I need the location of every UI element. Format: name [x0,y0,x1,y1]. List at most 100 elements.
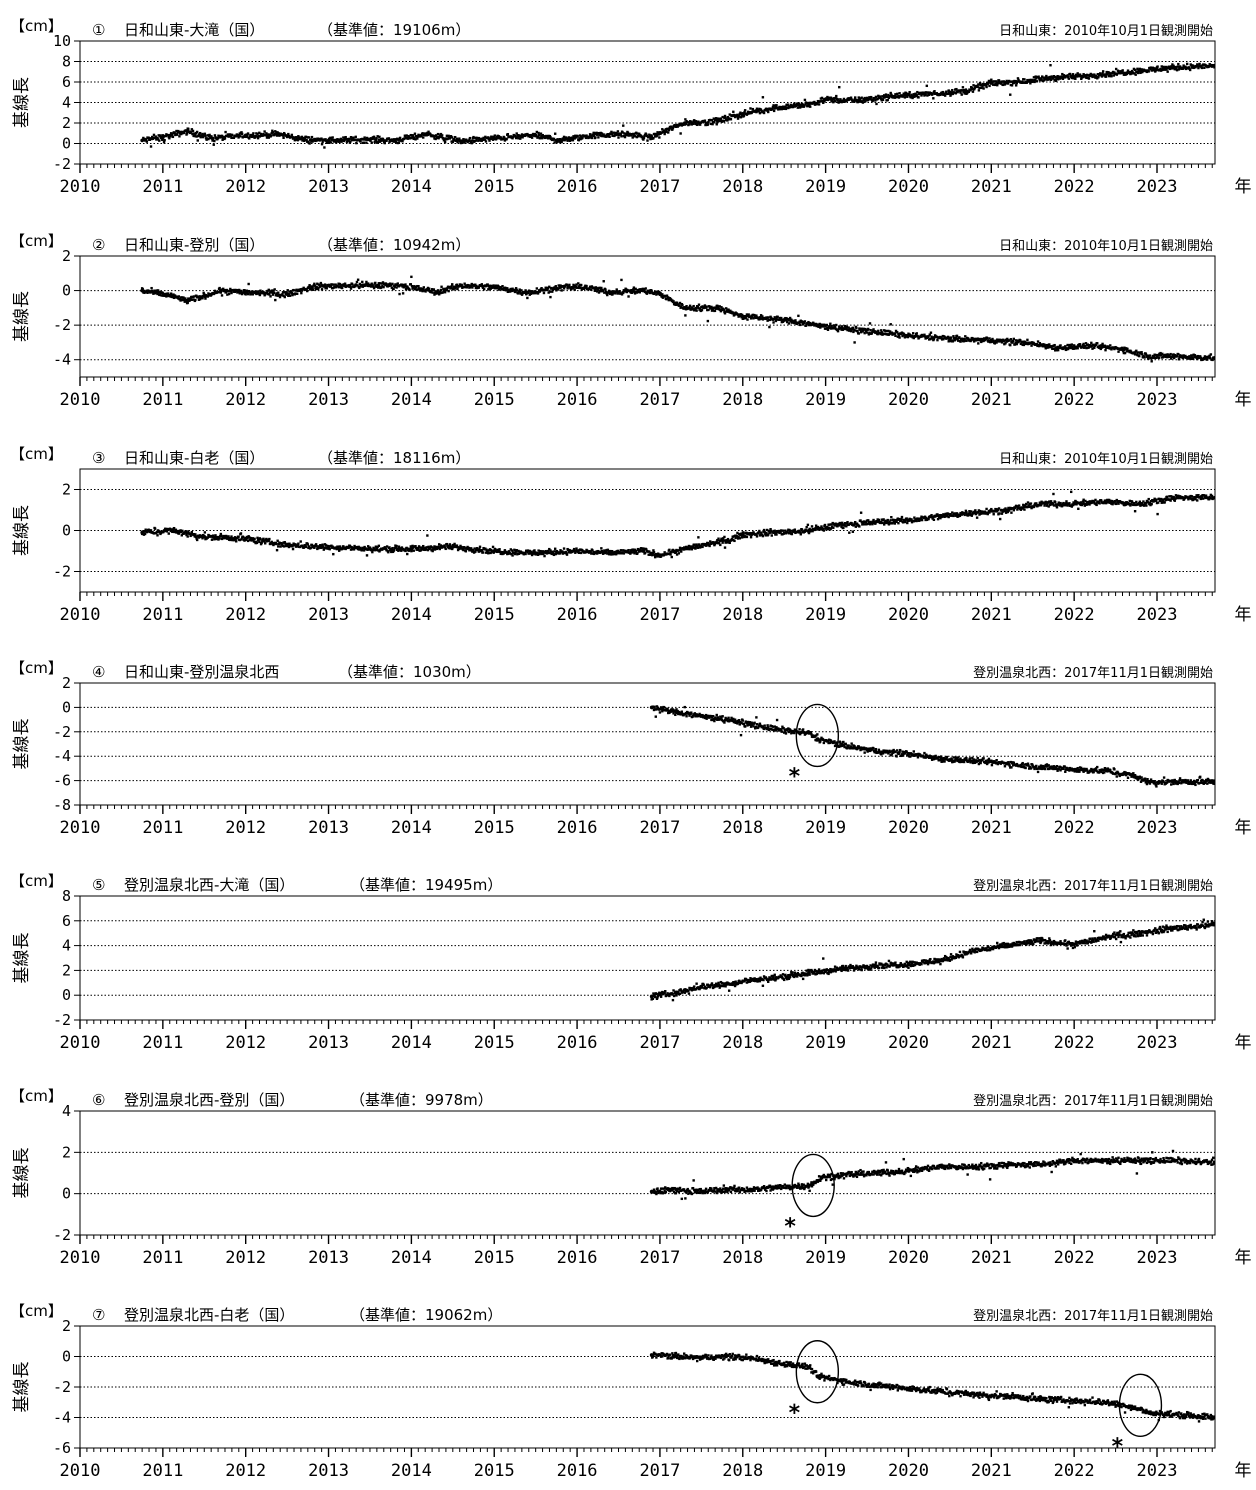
data-dot [711,308,714,312]
data-dot [440,135,443,139]
data-dot [380,139,383,142]
observation-start-note: 日和山東：2010年10月1日観測開始 [999,238,1213,254]
data-point [243,290,248,295]
data-dot [1166,70,1169,73]
data-dot [416,546,420,550]
data-dot [636,132,639,135]
data-dot [987,81,990,84]
data-dot [661,128,664,131]
data-dot [881,98,885,102]
data-point [948,337,952,341]
data-dot [206,295,210,298]
data-dot [711,122,714,126]
data-dot [1119,348,1123,351]
data-dot [463,282,466,285]
data-dot [1086,74,1089,77]
data-dot [369,283,372,287]
observation-start-note: 日和山東：2010年10月1日観測開始 [999,451,1213,467]
data-dot [861,101,865,104]
data-dot [915,93,918,97]
data-dot [259,538,262,541]
data-dot [546,288,549,292]
data-dot [1190,66,1194,69]
data-dot [835,323,838,327]
data-dot [425,546,428,549]
data-dot [916,90,919,94]
data-dot [394,140,398,144]
data-dot [798,323,802,327]
data-dot [372,285,375,288]
data-dot [1022,343,1026,347]
data-dot [985,336,989,340]
data-dot [194,298,197,302]
data-dot [339,137,343,141]
data-dot [864,100,867,103]
data-dot [323,285,326,288]
data-dot [506,287,509,290]
data-dot [281,293,284,296]
data-dot [807,320,810,324]
data-dot [267,288,270,292]
data-dot [526,550,529,554]
data-dot [219,291,223,294]
data-dot [227,135,231,138]
data-dot [246,536,249,540]
data-dot [1175,355,1179,358]
data-dot [152,133,156,137]
data-dot [857,96,860,99]
data-dot [401,140,404,143]
data-dot [375,547,379,550]
data-dot [417,285,420,288]
data-dot [374,281,377,285]
data-dot [1098,72,1102,75]
data-dot [513,552,517,556]
data-dot [189,297,192,300]
data-point [774,105,778,110]
data-dot [156,138,160,141]
data-dot [1126,347,1129,351]
data-dot [467,546,470,550]
data-dot [607,289,611,293]
data-dot [611,293,614,296]
data-dot [600,286,603,290]
data-dot [550,286,553,290]
data-dot [156,292,159,296]
data-dot [201,135,205,139]
data-dot [766,109,769,112]
data-dot [202,291,205,295]
data-dot [540,552,543,556]
data-dot [182,296,185,299]
data-dot [255,292,259,295]
data-dot [548,547,551,551]
data-dot [1141,353,1144,356]
data-dot [455,283,459,286]
data-dot [240,131,243,134]
data-dot [851,326,855,330]
data-dot [239,532,243,535]
data-dot [409,283,412,286]
data-dot [275,134,279,137]
data-dot [350,545,353,549]
data-dot [354,135,357,139]
data-dot [845,325,849,329]
data-dot [435,134,438,137]
data-dot [1072,347,1075,350]
data-dot [237,535,240,538]
data-dot [521,136,524,139]
data-dot [663,132,666,136]
data-dot [713,309,717,312]
data-dot [1061,77,1065,81]
data-dot [910,93,913,97]
x-tick-label: 2016 [557,177,598,197]
data-dot [427,130,430,133]
data-dot [510,549,514,552]
data-dot [189,534,192,538]
data-dot [662,129,666,132]
data-dot [456,546,459,549]
x-tick-label: 2023 [1137,177,1178,197]
data-dot [672,300,675,303]
data-dot [149,145,153,148]
data-dot [222,135,225,139]
data-dot [268,537,271,541]
data-dot [775,317,778,321]
